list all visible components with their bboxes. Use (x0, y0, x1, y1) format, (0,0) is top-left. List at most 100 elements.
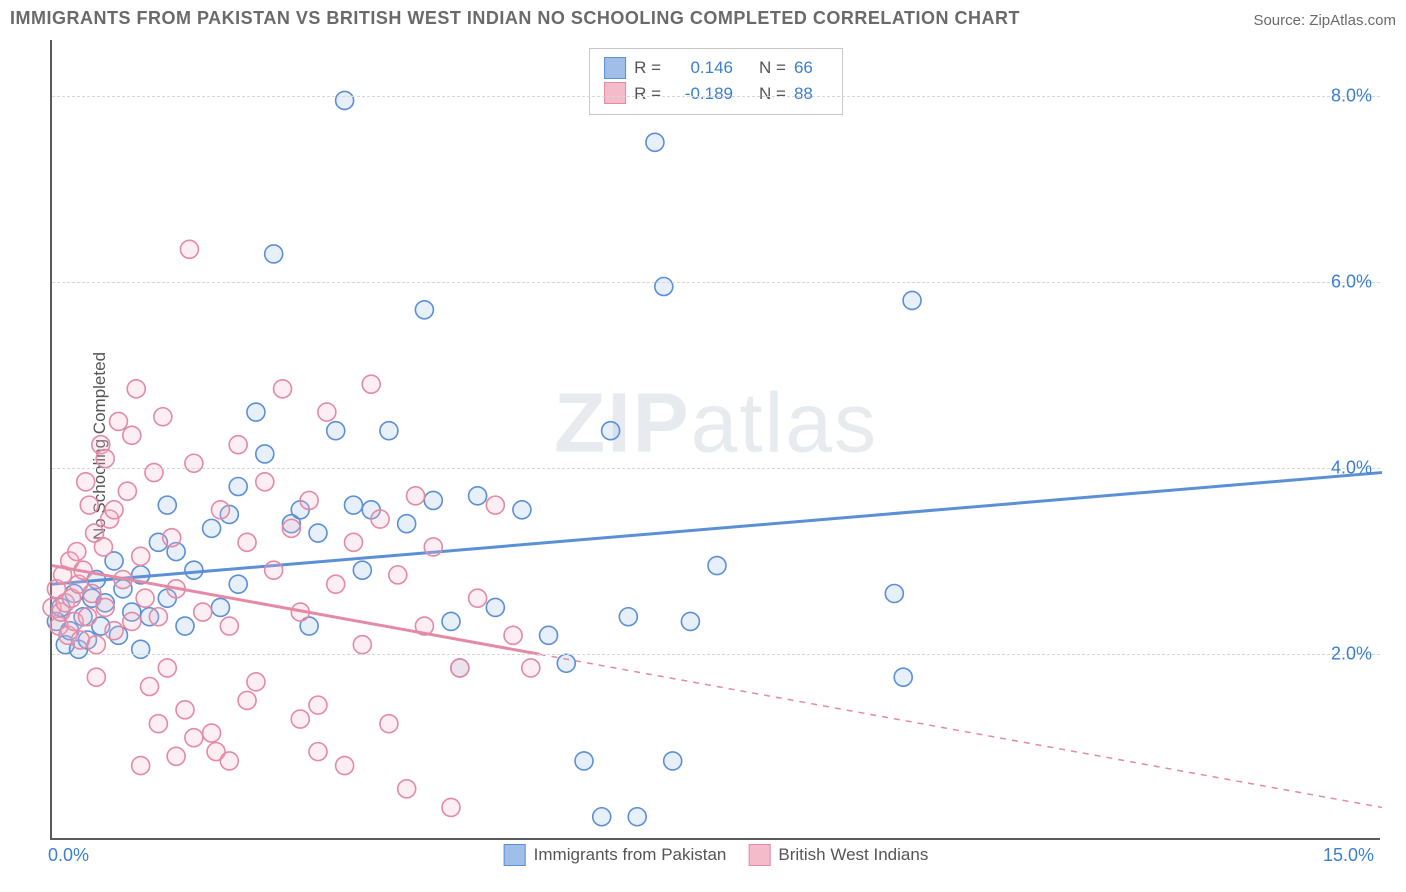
legend-item-pakistan: Immigrants from Pakistan (504, 844, 727, 866)
data-point-bwi (344, 533, 362, 551)
gridline (52, 96, 1380, 97)
data-point-bwi (327, 575, 345, 593)
data-point-pakistan (327, 422, 345, 440)
data-point-pakistan (265, 245, 283, 263)
stats-row-bwi: R = -0.189 N = 88 (604, 81, 828, 107)
data-point-bwi (80, 496, 98, 514)
data-point-bwi (145, 464, 163, 482)
data-point-bwi (194, 603, 212, 621)
swatch-bwi (604, 82, 626, 104)
data-point-bwi (424, 538, 442, 556)
data-point-pakistan (885, 584, 903, 602)
data-point-pakistan (655, 278, 673, 296)
data-point-pakistan (513, 501, 531, 519)
data-point-bwi (132, 547, 150, 565)
data-point-pakistan (344, 496, 362, 514)
legend-item-bwi: British West Indians (748, 844, 928, 866)
data-point-pakistan (442, 612, 460, 630)
n-label: N = (759, 55, 786, 81)
data-point-pakistan (229, 575, 247, 593)
data-point-bwi (185, 729, 203, 747)
r-value-bwi: -0.189 (669, 81, 733, 107)
data-point-bwi (265, 561, 283, 579)
data-point-bwi (132, 757, 150, 775)
data-point-bwi (110, 412, 128, 430)
data-point-bwi (522, 659, 540, 677)
data-point-bwi (185, 454, 203, 472)
data-point-bwi (154, 408, 172, 426)
data-point-pakistan (894, 668, 912, 686)
source-label: Source: ZipAtlas.com (1253, 12, 1396, 29)
data-point-pakistan (681, 612, 699, 630)
data-point-bwi (486, 496, 504, 514)
data-point-pakistan (185, 561, 203, 579)
xtick-label: 15.0% (1323, 845, 1374, 866)
data-point-bwi (94, 538, 112, 556)
data-point-bwi (247, 673, 265, 691)
r-label: R = (634, 55, 661, 81)
data-point-bwi (105, 501, 123, 519)
stats-row-pakistan: R = 0.146 N = 66 (604, 55, 828, 81)
data-point-bwi (68, 543, 86, 561)
data-point-bwi (229, 436, 247, 454)
data-point-bwi (371, 510, 389, 528)
data-point-pakistan (602, 422, 620, 440)
data-point-pakistan (593, 808, 611, 826)
data-point-bwi (87, 636, 105, 654)
data-point-bwi (256, 473, 274, 491)
data-point-bwi (149, 608, 167, 626)
data-point-pakistan (309, 524, 327, 542)
data-point-pakistan (415, 301, 433, 319)
trend-line-dashed-bwi (540, 654, 1382, 807)
n-value-pakistan: 66 (794, 55, 828, 81)
data-point-bwi (282, 519, 300, 537)
data-point-bwi (451, 659, 469, 677)
legend-label-pakistan: Immigrants from Pakistan (534, 845, 727, 865)
data-point-pakistan (486, 598, 504, 616)
swatch-bwi (748, 844, 770, 866)
data-point-pakistan (380, 422, 398, 440)
data-point-pakistan (158, 496, 176, 514)
data-point-pakistan (903, 291, 921, 309)
data-point-bwi (380, 715, 398, 733)
data-point-bwi (83, 584, 101, 602)
swatch-pakistan (604, 57, 626, 79)
data-point-pakistan (628, 808, 646, 826)
data-point-bwi (291, 710, 309, 728)
data-point-bwi (469, 589, 487, 607)
data-point-pakistan (229, 478, 247, 496)
data-point-bwi (398, 780, 416, 798)
data-point-bwi (167, 747, 185, 765)
data-point-pakistan (247, 403, 265, 421)
data-point-pakistan (398, 515, 416, 533)
data-point-bwi (300, 491, 318, 509)
data-point-bwi (87, 668, 105, 686)
data-point-pakistan (211, 598, 229, 616)
data-point-bwi (318, 403, 336, 421)
gridline (52, 654, 1380, 655)
data-point-bwi (211, 501, 229, 519)
data-point-bwi (238, 691, 256, 709)
xtick-label: 0.0% (48, 845, 89, 866)
data-point-bwi (362, 375, 380, 393)
data-point-pakistan (256, 445, 274, 463)
ytick-label: 2.0% (1331, 643, 1372, 664)
data-point-bwi (118, 482, 136, 500)
data-point-bwi (309, 743, 327, 761)
data-point-bwi (123, 612, 141, 630)
data-point-bwi (96, 598, 114, 616)
data-point-bwi (176, 701, 194, 719)
data-point-bwi (78, 608, 96, 626)
data-point-pakistan (557, 654, 575, 672)
data-point-pakistan (176, 617, 194, 635)
data-point-bwi (389, 566, 407, 584)
data-point-bwi (442, 798, 460, 816)
data-point-pakistan (619, 608, 637, 626)
swatch-pakistan (504, 844, 526, 866)
data-point-bwi (407, 487, 425, 505)
data-point-pakistan (540, 626, 558, 644)
chart-title: IMMIGRANTS FROM PAKISTAN VS BRITISH WEST… (10, 8, 1020, 29)
data-point-bwi (96, 450, 114, 468)
data-point-bwi (309, 696, 327, 714)
ytick-label: 4.0% (1331, 457, 1372, 478)
